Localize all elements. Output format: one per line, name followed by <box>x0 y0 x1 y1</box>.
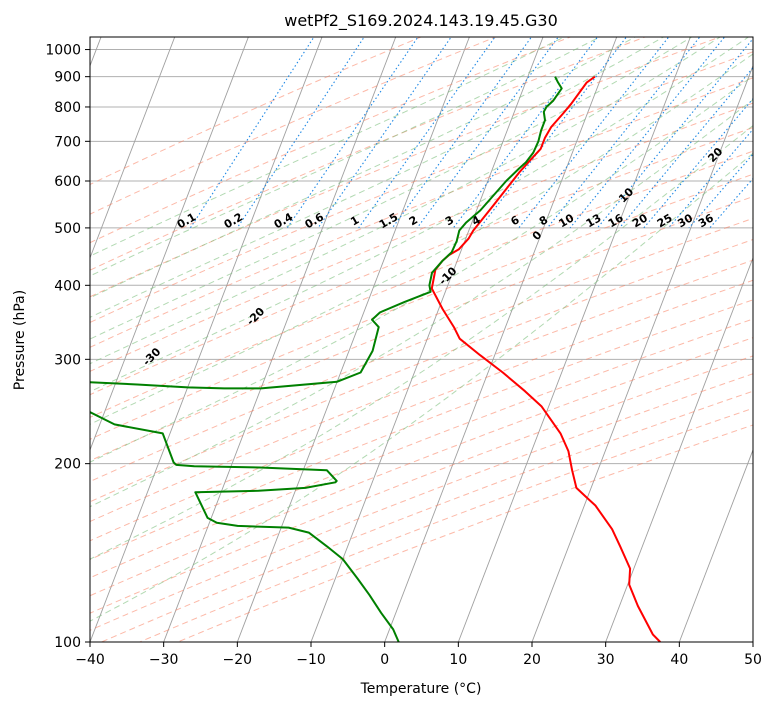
x-tick-label: −30 <box>149 652 179 668</box>
mixing-ratio-line <box>569 37 726 229</box>
dry-adiabat-line <box>90 217 753 483</box>
x-tick-label: 30 <box>597 652 615 668</box>
moist-adiabat-line <box>90 53 753 425</box>
mixing-ratio-line <box>189 37 315 229</box>
mixing-ratio-line <box>286 37 419 229</box>
isotherm-line <box>384 37 618 642</box>
y-tick-label: 700 <box>54 134 81 150</box>
mixing-ratio-line <box>546 37 701 229</box>
dry-adiabat-line <box>90 299 753 561</box>
mixing-ratio-line <box>518 37 670 229</box>
dry-adiabat-line <box>90 238 753 503</box>
moist-adiabat-line <box>90 37 601 277</box>
x-tick-label: 50 <box>744 652 762 668</box>
isotherm-line <box>605 256 753 642</box>
mixing-ratio-line <box>479 37 628 229</box>
isotherm-line <box>531 64 753 642</box>
isotherm-line <box>457 37 691 642</box>
dry-adiabat-line <box>138 407 753 642</box>
y-axis-label: Pressure (hPa) <box>12 290 28 390</box>
dry-adiabat-line <box>90 173 753 440</box>
dry-adiabat-line <box>90 373 753 631</box>
dry-adiabat-line <box>90 355 753 614</box>
dry-adiabat-line <box>90 126 753 396</box>
x-tick-label: 20 <box>523 652 541 668</box>
moist-adiabat-line <box>90 37 566 257</box>
y-tick-label: 1000 <box>45 43 81 59</box>
y-tick-label: 800 <box>54 100 81 116</box>
x-tick-label: −20 <box>223 652 253 668</box>
dry-adiabat-line <box>90 337 753 597</box>
x-tick-label: 0 <box>380 652 389 668</box>
moist-adiabat-line <box>90 124 753 560</box>
background-lines <box>90 37 753 642</box>
isotherm-line <box>90 37 249 452</box>
chart-title: wetPf2_S169.2024.143.19.45.G30 <box>284 11 558 31</box>
dry-adiabat-line <box>90 37 423 186</box>
y-tick-label: 200 <box>54 457 81 473</box>
isotherm-line <box>236 37 470 642</box>
isotherm-line <box>90 37 176 260</box>
mixing-ratio-line <box>236 37 365 229</box>
x-axis-label: Temperature (°C) <box>360 681 482 697</box>
mixing-ratio-line <box>358 37 496 229</box>
y-tick-label: 300 <box>54 352 81 368</box>
plot-frame <box>89 36 754 643</box>
mixing-ratio-line <box>317 37 452 229</box>
moist-adiabat-line <box>90 37 665 318</box>
moist-adiabat-line <box>90 37 693 340</box>
dry-adiabat-line <box>176 424 753 642</box>
y-tick-label: 900 <box>54 70 81 86</box>
dry-adiabat-line <box>90 102 753 372</box>
moist-adiabat-line <box>90 99 753 508</box>
x-tick-label: −10 <box>296 652 326 668</box>
dry-adiabat-line <box>90 37 722 298</box>
x-tick-label: −40 <box>75 652 105 668</box>
y-tick-label: 500 <box>54 221 81 237</box>
x-tick-label: 10 <box>449 652 467 668</box>
profile-lines <box>90 75 661 642</box>
isotherm-line <box>678 448 753 642</box>
y-tick-label: 400 <box>54 278 81 294</box>
dry-adiabat-line <box>90 196 753 462</box>
mixing-ratio-line <box>643 97 753 229</box>
dry-adiabat-line <box>90 318 753 579</box>
y-tick-label: 100 <box>54 635 81 651</box>
y-tick-label: 600 <box>54 174 81 190</box>
mixing-ratio-line <box>709 177 753 229</box>
moist-adiabat-line <box>90 37 750 393</box>
moist-adiabat-line <box>90 152 753 622</box>
temperature-line <box>430 75 661 642</box>
x-tick-label: 40 <box>670 652 688 668</box>
axis-ticks: −40 −30 −20 −10 0 10 20 30 40 50 100 200 300 400 500 60… <box>45 43 762 668</box>
isotherm-line <box>90 37 323 642</box>
mixing-ratio-line <box>391 37 533 229</box>
mixing-ratio-line <box>619 66 753 229</box>
isotherm-line <box>310 37 544 642</box>
dewpoint-line <box>90 76 563 642</box>
